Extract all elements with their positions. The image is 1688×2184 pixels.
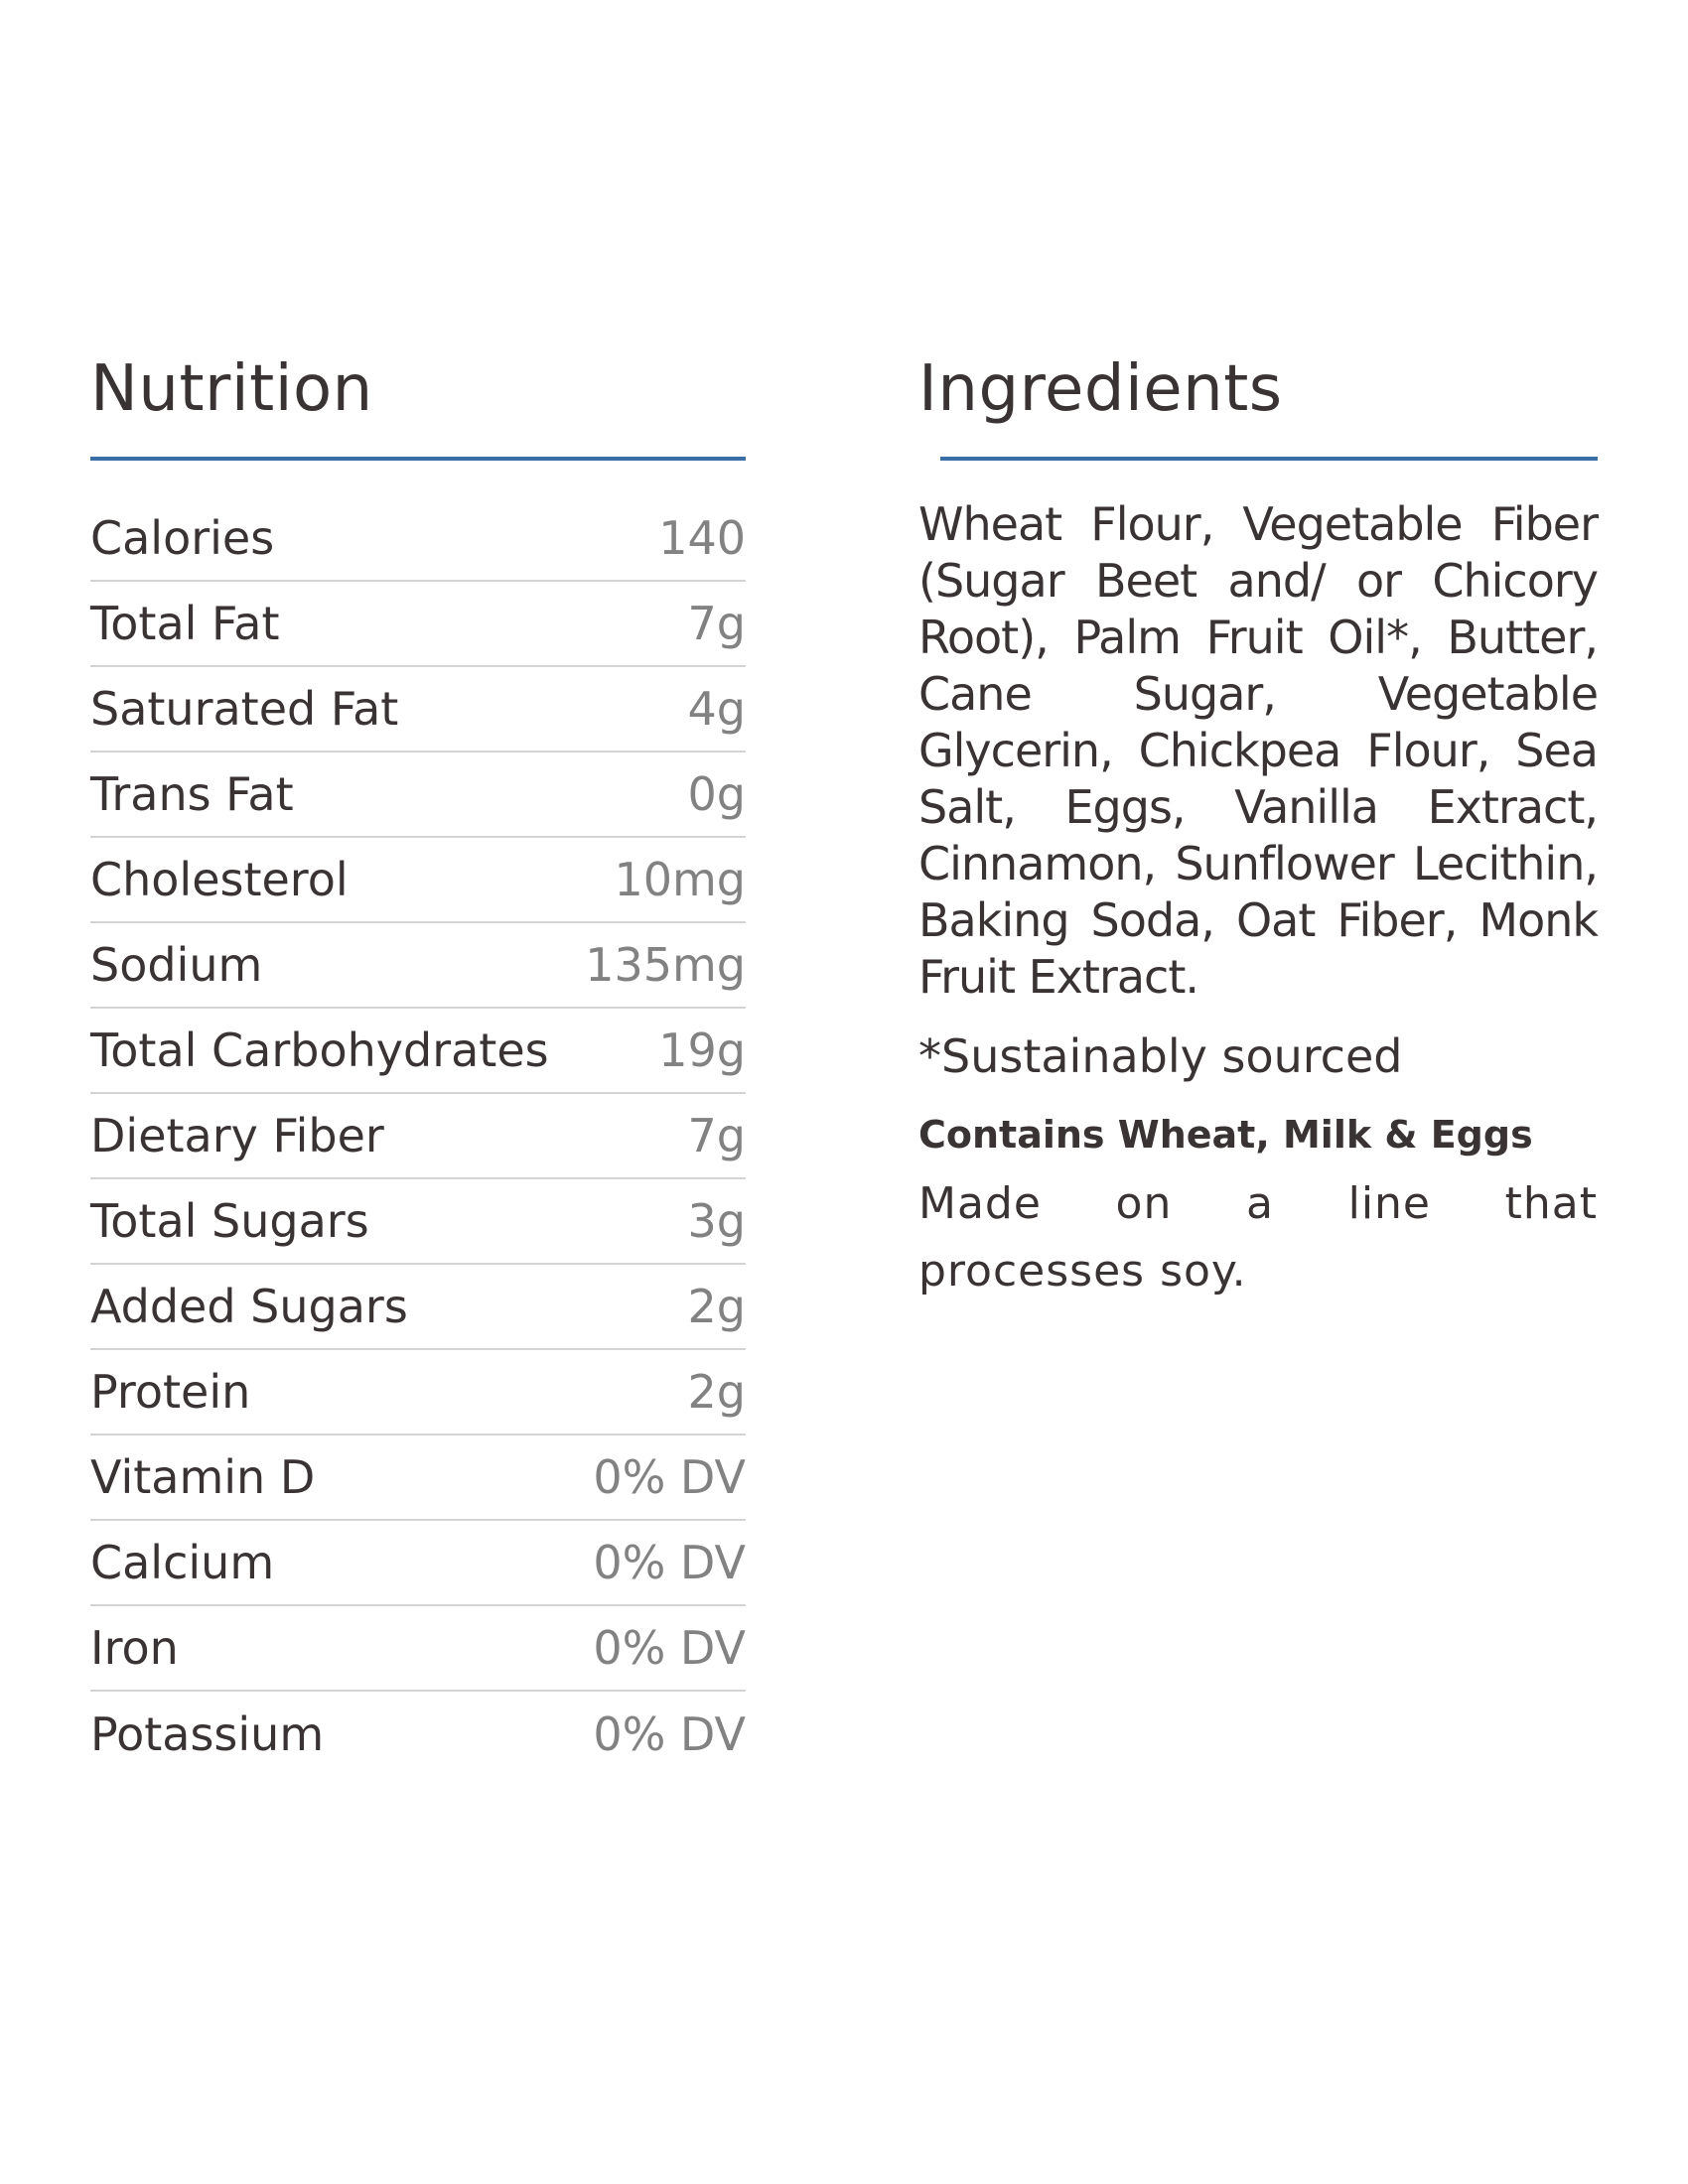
nutrient-label: Sodium [90,938,263,992]
nutrition-row: Iron 0% DV [90,1606,746,1692]
nutrition-row: Total Sugars 3g [90,1179,746,1265]
nutrition-row: Cholesterol 10mg [90,838,746,923]
nutrient-label: Calories [90,511,275,565]
nutrition-row: Protein 2g [90,1350,746,1435]
nutrient-label: Saturated Fat [90,682,399,736]
allergen-statement: Contains Wheat, Milk & Eggs [918,1113,1533,1157]
nutrition-row: Sodium 135mg [90,923,746,1009]
nutrition-title-divider [90,457,746,461]
nutrient-label: Total Sugars [90,1194,369,1248]
nutrient-label: Total Carbohydrates [90,1024,549,1077]
nutrient-value: 19g [658,1024,746,1077]
nutrition-row: Added Sugars 2g [90,1265,746,1350]
nutrition-row: Vitamin D 0% DV [90,1435,746,1521]
nutrient-value: 7g [687,1109,746,1162]
nutrition-row: Calcium 0% DV [90,1521,746,1606]
ingredients-panel: Ingredients Wheat Flour, Vegetable Fiber… [918,352,1599,1305]
nutrition-row: Total Fat 7g [90,582,746,667]
nutrient-value: 3g [687,1194,746,1248]
nutrient-label: Trans Fat [90,767,294,821]
nutrient-label: Cholesterol [90,853,349,906]
nutrient-label: Vitamin D [90,1450,316,1504]
processing-statement: Made on a line that processes soy. [918,1178,1598,1297]
nutrient-value: 4g [687,682,746,736]
ingredients-title: Ingredients [918,352,1283,426]
ingredients-title-divider [940,457,1598,461]
ingredients-list: Wheat Flour, Vegetable Fiber (Sugar Beet… [918,497,1599,1004]
nutrient-label: Calcium [90,1536,275,1589]
nutrient-label: Dietary Fiber [90,1109,384,1162]
nutrition-panel: Nutrition Calories 140 Total Fat 7g Saturate… [90,357,746,1777]
nutrient-value: 0% DV [593,1536,746,1589]
nutrition-row: Saturated Fat 4g [90,667,746,752]
nutrition-table: Calories 140 Total Fat 7g Saturated Fat 4g Tra… [90,496,746,1777]
nutrient-value: 0g [687,767,746,821]
nutrient-value: 10mg [614,853,746,906]
nutrient-value: 2g [687,1365,746,1419]
nutrition-row: Calories 140 [90,496,746,582]
nutrient-label: Potassium [90,1707,325,1761]
nutrient-value: 0% DV [593,1450,746,1504]
nutrient-value: 140 [658,511,746,565]
nutrient-value: 7g [687,597,746,650]
nutrition-title: Nutrition [90,352,373,426]
nutrition-row: Dietary Fiber 7g [90,1094,746,1179]
nutrient-label: Added Sugars [90,1280,408,1333]
nutrient-value: 0% DV [593,1707,746,1761]
nutrient-label: Iron [90,1621,179,1675]
nutrition-row: Potassium 0% DV [90,1692,746,1777]
nutrition-row: Total Carbohydrates 19g [90,1009,746,1094]
nutrient-label: Protein [90,1365,251,1419]
nutrient-value: 0% DV [593,1621,746,1675]
nutrient-label: Total Fat [90,597,280,650]
sustainability-footnote: *Sustainably sourced [918,1029,1403,1083]
nutrient-value: 2g [687,1280,746,1333]
nutrition-row: Trans Fat 0g [90,752,746,838]
nutrient-value: 135mg [585,938,746,992]
